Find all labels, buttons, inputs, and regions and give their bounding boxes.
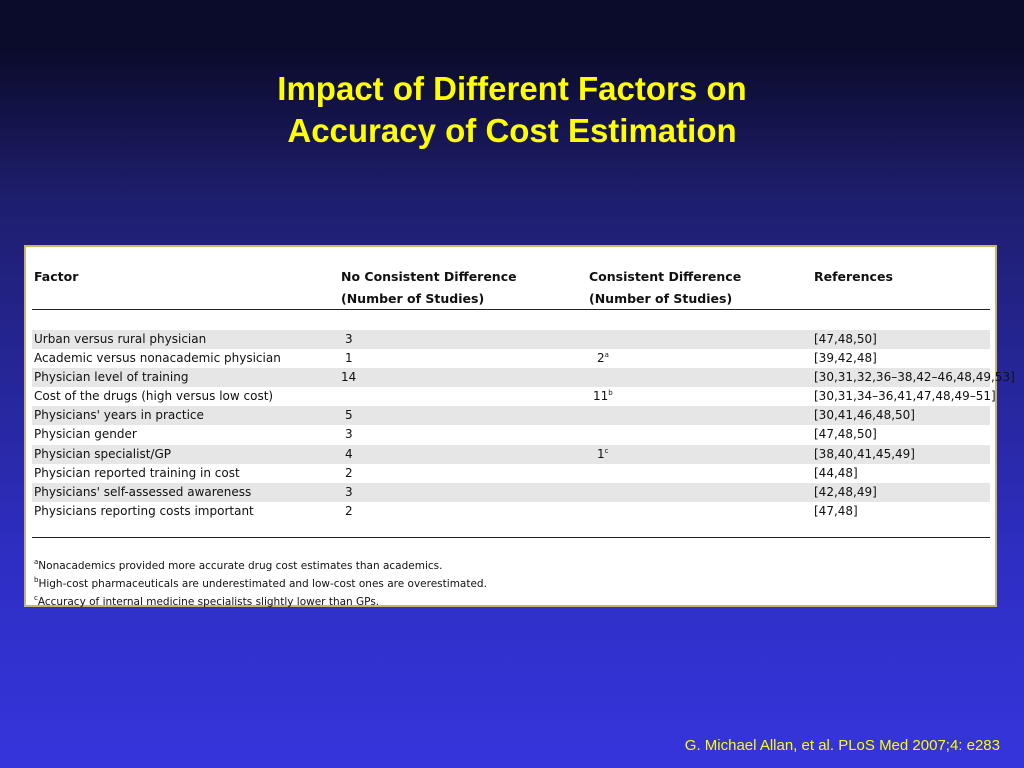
references-cell: [42,48,49] [814, 484, 877, 499]
references-cell: [47,48] [814, 503, 858, 518]
table-footnotes: aNonacademics provided more accurate dru… [34, 557, 487, 611]
no-consistent-cell: 1 [345, 351, 353, 366]
factor-cell: Physicians reporting costs important [34, 503, 254, 518]
consistent-cell: 1c [597, 446, 609, 461]
table-row: Physicians reporting costs important 2 [… [32, 502, 990, 521]
factor-cell: Cost of the drugs (high versus low cost) [34, 389, 274, 404]
header-no-consistent-line-2: (Number of Studies) [341, 291, 485, 306]
footnote: aNonacademics provided more accurate dru… [34, 558, 443, 573]
factor-cell: Physician specialist/GP [34, 446, 171, 461]
factor-cell: Physician reported training in cost [34, 465, 240, 480]
factor-cell: Urban versus rural physician [34, 332, 207, 346]
header-consistent-line-1: Consistent Difference [589, 269, 742, 284]
references-cell: [47,48,50] [814, 332, 877, 346]
references-cell: [38,40,41,45,49] [814, 446, 915, 461]
footer-rule [32, 537, 990, 538]
factors-table: Factor No Consistent Difference (Number … [24, 245, 1015, 608]
header-consistent-line-2: (Number of Studies) [589, 291, 733, 306]
references-cell: [30,31,34–36,41,47,48,49–51] [814, 389, 996, 404]
table-row: Physician reported training in cost 2 [4… [32, 464, 990, 483]
table-row: Cost of the drugs (high versus low cost)… [32, 387, 996, 406]
table-row: Academic versus nonacademic physician 1 … [32, 349, 990, 368]
no-consistent-cell: 2 [345, 465, 353, 480]
header-no-consistent-difference: No Consistent Difference (Number of Stud… [341, 266, 517, 310]
footnote: bHigh-cost pharmaceuticals are underesti… [34, 576, 487, 591]
factor-cell: Physicians' years in practice [34, 408, 204, 423]
slide-title-line-1: Impact of Different Factors on [277, 70, 747, 107]
table-row: Physicians' self-assessed awareness 3 [4… [32, 482, 990, 502]
table-row: Urban versus rural physician 3 [47,48,50… [32, 330, 990, 350]
source-citation: G. Michael Allan, et al. PLoS Med 2007;4… [684, 737, 1000, 754]
header-no-consistent-line-1: No Consistent Difference [341, 269, 517, 284]
table-row: Physicians' years in practice 5 [30,41,4… [32, 406, 990, 426]
factor-cell: Physician level of training [34, 370, 189, 385]
slide-title: Impact of Different Factors on Accuracy … [0, 68, 1024, 152]
references-cell: [39,42,48] [814, 351, 877, 366]
references-cell: [30,31,32,36–38,42–46,48,49,53] [814, 370, 1015, 385]
consistent-cell: 2a [597, 351, 609, 366]
slide-title-line-2: Accuracy of Cost Estimation [287, 112, 737, 149]
table-body: Urban versus rural physician 3 [47,48,50… [32, 330, 1015, 521]
consistent-cell: 11b [593, 389, 613, 404]
no-consistent-cell: 4 [345, 446, 353, 461]
footnote: cAccuracy of internal medicine specialis… [34, 594, 380, 609]
header-rule [32, 309, 990, 310]
factor-cell: Academic versus nonacademic physician [34, 351, 281, 366]
no-consistent-cell: 5 [345, 408, 353, 423]
table-row: Physician gender 3 [47,48,50] [32, 425, 990, 444]
table-row: Physician specialist/GP 4 1c [38,40,41,4… [32, 444, 990, 464]
no-consistent-cell: 2 [345, 503, 353, 518]
header-factor: Factor [34, 269, 79, 284]
references-cell: [47,48,50] [814, 427, 877, 442]
no-consistent-cell: 3 [345, 484, 353, 499]
references-cell: [44,48] [814, 465, 858, 480]
no-consistent-cell: 14 [341, 370, 357, 385]
no-consistent-cell: 3 [345, 332, 353, 346]
header-consistent-difference: Consistent Difference (Number of Studies… [589, 266, 741, 310]
factor-cell: Physicians' self-assessed awareness [34, 484, 252, 499]
no-consistent-cell: 3 [345, 427, 353, 442]
table-row: Physician level of training 14 [30,31,32… [32, 368, 1015, 388]
factor-cell: Physician gender [34, 427, 137, 442]
references-cell: [30,41,46,48,50] [814, 408, 915, 423]
header-references: References [814, 269, 893, 284]
